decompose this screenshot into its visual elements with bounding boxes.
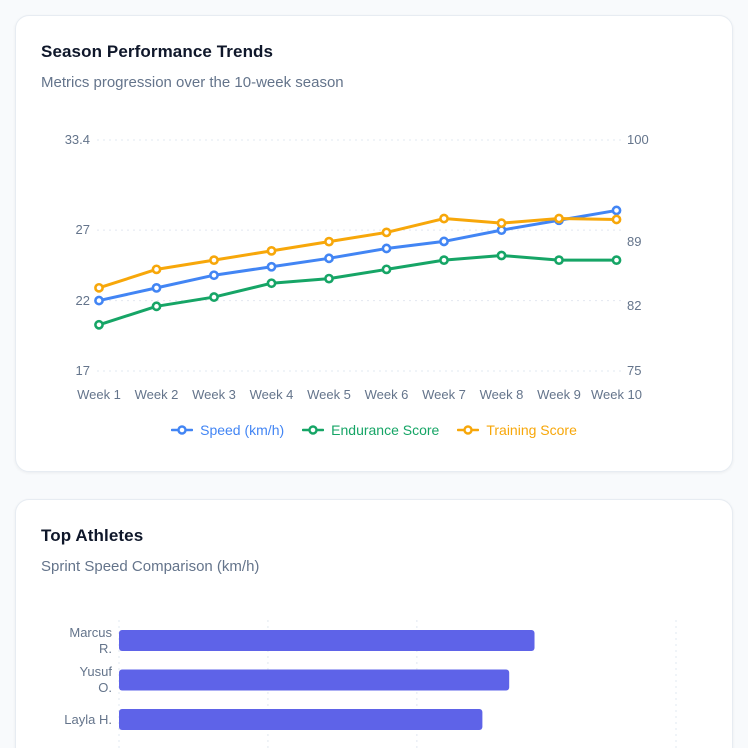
data-point-marker-endurance-score (324, 273, 334, 284)
x-axis-label: Week 5 (307, 387, 351, 402)
bar-category-label-marcus-r: Marcus R. (41, 625, 112, 657)
left-axis-tick-label: 27 (75, 222, 90, 238)
bar-category-label-line: R. (99, 640, 112, 656)
data-point-marker-training-score (209, 255, 219, 266)
left-axis-tick-label: 17 (75, 363, 90, 378)
data-point-marker-endurance-score (554, 255, 564, 266)
athletes-bar-chart: Marcus R. Yusuf O. Layla H. (41, 598, 707, 748)
bar-layla-h (119, 709, 483, 730)
x-axis-label: Week 10 (590, 387, 643, 402)
bar-category-label-line: Yusuf (79, 664, 112, 679)
bar-chart-canvas (118, 620, 677, 748)
bar-category-label-yusuf-o: Yusuf O. (41, 664, 112, 696)
season-card-subtitle: Metrics progression over the 10-week sea… (41, 74, 344, 91)
bar-category-label-line: Layla H. (64, 711, 112, 727)
data-point-marker-speed-km-h (209, 270, 219, 281)
data-point-marker-endurance-score (266, 278, 277, 289)
data-point-marker-endurance-score (209, 292, 219, 302)
top-athletes-card: Top Athletes Sprint Speed Comparison (km… (15, 499, 733, 748)
line-series-speed-km-h (97, 208, 618, 303)
line-series-training-score (97, 217, 618, 290)
season-line-chart: 33.4 27 22 17 100 89 82 75 Week 1 Week 2 Week 3 Wee… (41, 108, 707, 448)
data-point-marker-endurance-score (381, 264, 392, 275)
legend-marker-icon (171, 425, 194, 435)
data-point-marker-speed-km-h (439, 236, 449, 247)
right-axis-tick-label: 100 (627, 132, 649, 147)
x-axis-label: Week 2 (134, 387, 179, 402)
legend-label: Training Score (486, 422, 577, 438)
season-performance-card: Season Performance Trends Metrics progre… (15, 15, 733, 472)
athletes-card-subtitle: Sprint Speed Comparison (km/h) (41, 558, 260, 575)
data-point-marker-speed-km-h (324, 253, 334, 264)
left-axis-tick-label: 33.4 (64, 132, 90, 147)
legend-marker-icon (302, 425, 325, 435)
data-point-marker-endurance-score (151, 301, 162, 312)
data-point-marker-training-score (496, 218, 507, 229)
x-axis-label: Week 8 (479, 387, 524, 402)
x-axis-label: Week 3 (192, 387, 236, 402)
right-axis-tick-label: 89 (627, 233, 642, 249)
line-series-endurance-score (97, 254, 618, 327)
data-point-marker-training-score (381, 227, 392, 238)
data-point-marker-endurance-score (94, 319, 104, 330)
data-point-marker-speed-km-h (381, 243, 392, 254)
legend-item-endurance-score[interactable]: Endurance Score (302, 422, 439, 438)
line-chart-canvas (94, 139, 622, 372)
x-axis-label: Week 4 (249, 387, 294, 402)
data-point-marker-endurance-score (439, 255, 449, 266)
data-point-marker-training-score (611, 214, 622, 225)
x-axis-label: Week 6 (364, 387, 409, 402)
data-point-marker-speed-km-h (611, 205, 622, 216)
data-point-marker-speed-km-h (94, 295, 104, 306)
legend-label: Speed (km/h) (200, 422, 285, 438)
legend-item-training-score[interactable]: Training Score (457, 422, 577, 438)
bar-category-label-line: O. (98, 680, 112, 695)
athletes-card-title: Top Athletes (41, 526, 144, 545)
chart-legend: Speed (km/h) Endurance Score Training Scor… (41, 422, 707, 438)
bar-yusuf-o (119, 669, 510, 691)
data-point-marker-speed-km-h (266, 261, 277, 272)
bar-category-label-line: Marcus (69, 624, 112, 640)
data-point-marker-training-score (151, 264, 162, 275)
season-card-title: Season Performance Trends (41, 42, 274, 61)
data-point-marker-training-score (324, 236, 334, 247)
right-axis-tick-label: 82 (627, 298, 642, 314)
x-axis-label: Week 9 (537, 387, 581, 402)
data-point-marker-training-score (94, 282, 104, 293)
data-point-marker-endurance-score (611, 255, 622, 266)
left-axis-tick-label: 22 (75, 292, 90, 308)
legend-label: Endurance Score (331, 422, 440, 438)
data-point-marker-endurance-score (496, 250, 507, 261)
data-point-marker-training-score (554, 213, 564, 224)
data-point-marker-training-score (439, 213, 449, 224)
x-axis-label: Week 7 (422, 387, 466, 402)
x-axis-label: Week 1 (77, 387, 121, 402)
bar-category-label-layla-h: Layla H. (41, 712, 112, 728)
bar-marcus-r (119, 630, 535, 651)
data-point-marker-speed-km-h (151, 282, 162, 293)
right-axis-tick-label: 75 (627, 363, 642, 378)
legend-item-speed-km-h[interactable]: Speed (km/h) (171, 422, 284, 438)
data-point-marker-training-score (266, 245, 277, 256)
legend-marker-icon (457, 425, 480, 435)
